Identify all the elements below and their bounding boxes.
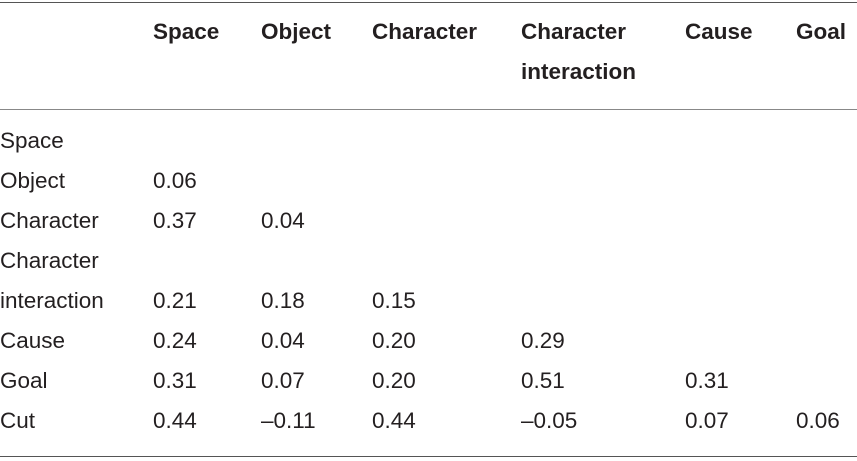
row-label: Goal	[0, 368, 48, 393]
value-cell: 0.44	[153, 408, 197, 433]
column-header: Cause	[685, 19, 753, 44]
table-row: Character interaction 0.21 0.18 0.15	[0, 241, 857, 321]
column-header: Goal	[796, 19, 847, 44]
empty-cell	[685, 110, 796, 162]
row-label: Space	[0, 128, 64, 153]
row-label: Character	[0, 208, 99, 233]
empty-cell	[261, 161, 372, 201]
empty-cell	[796, 241, 857, 321]
row-label: Character interaction	[0, 248, 104, 313]
column-header: Object	[261, 19, 332, 44]
value-cell: 0.44	[372, 408, 416, 433]
table-row: Character 0.37 0.04	[0, 201, 857, 241]
value-cell: 0.15	[372, 288, 416, 313]
empty-cell	[685, 241, 796, 321]
empty-cell	[521, 241, 685, 321]
value-cell: 0.04	[261, 208, 305, 233]
value-cell: 0.20	[372, 368, 416, 393]
empty-cell	[796, 110, 857, 162]
value-cell: 0.21	[153, 288, 197, 313]
value-cell: 0.31	[153, 368, 197, 393]
value-cell: 0.06	[153, 168, 197, 193]
table-header: Space Object Character Character interactio…	[0, 2, 857, 110]
value-cell: 0.06	[796, 408, 840, 433]
value-cell: 0.29	[521, 328, 565, 353]
empty-cell	[796, 361, 857, 401]
value-cell: 0.04	[261, 328, 305, 353]
empty-cell	[796, 161, 857, 201]
value-cell: –0.05	[521, 408, 578, 433]
empty-cell	[521, 110, 685, 162]
row-label: Cut	[0, 408, 36, 433]
empty-cell	[685, 161, 796, 201]
value-cell: 0.07	[685, 408, 729, 433]
table-row: Cause 0.24 0.04 0.20 0.29	[0, 321, 857, 361]
row-label: Object	[0, 168, 66, 193]
value-cell: –0.11	[261, 408, 316, 433]
empty-cell	[372, 110, 521, 162]
column-header: Space	[153, 19, 220, 44]
table-row: Space	[0, 110, 857, 162]
table-body: Space Object 0.06 Character 0.37 0.04 Characte…	[0, 110, 857, 457]
table-row: Object 0.06	[0, 161, 857, 201]
table-row: Cut 0.44 –0.11 0.44 –0.05 0.07 0.06	[0, 401, 857, 457]
column-header: Character interaction	[521, 19, 637, 84]
column-header: Character	[372, 19, 478, 44]
empty-cell	[685, 201, 796, 241]
empty-cell	[521, 201, 685, 241]
header-row: Space Object Character Character interactio…	[0, 2, 857, 110]
empty-cell	[521, 161, 685, 201]
empty-cell	[261, 110, 372, 162]
value-cell: 0.18	[261, 288, 305, 313]
table-row: Goal 0.31 0.07 0.20 0.51 0.31	[0, 361, 857, 401]
value-cell: 0.24	[153, 328, 197, 353]
empty-cell	[153, 110, 261, 162]
corner-cell	[0, 3, 153, 110]
value-cell: 0.31	[685, 368, 729, 393]
value-cell: 0.20	[372, 328, 416, 353]
value-cell: 0.37	[153, 208, 197, 233]
empty-cell	[372, 161, 521, 201]
value-cell: 0.07	[261, 368, 305, 393]
row-label: Cause	[0, 328, 66, 353]
empty-cell	[796, 321, 857, 361]
value-cell: 0.51	[521, 368, 565, 393]
empty-cell	[372, 201, 521, 241]
empty-cell	[796, 201, 857, 241]
empty-cell	[685, 321, 796, 361]
